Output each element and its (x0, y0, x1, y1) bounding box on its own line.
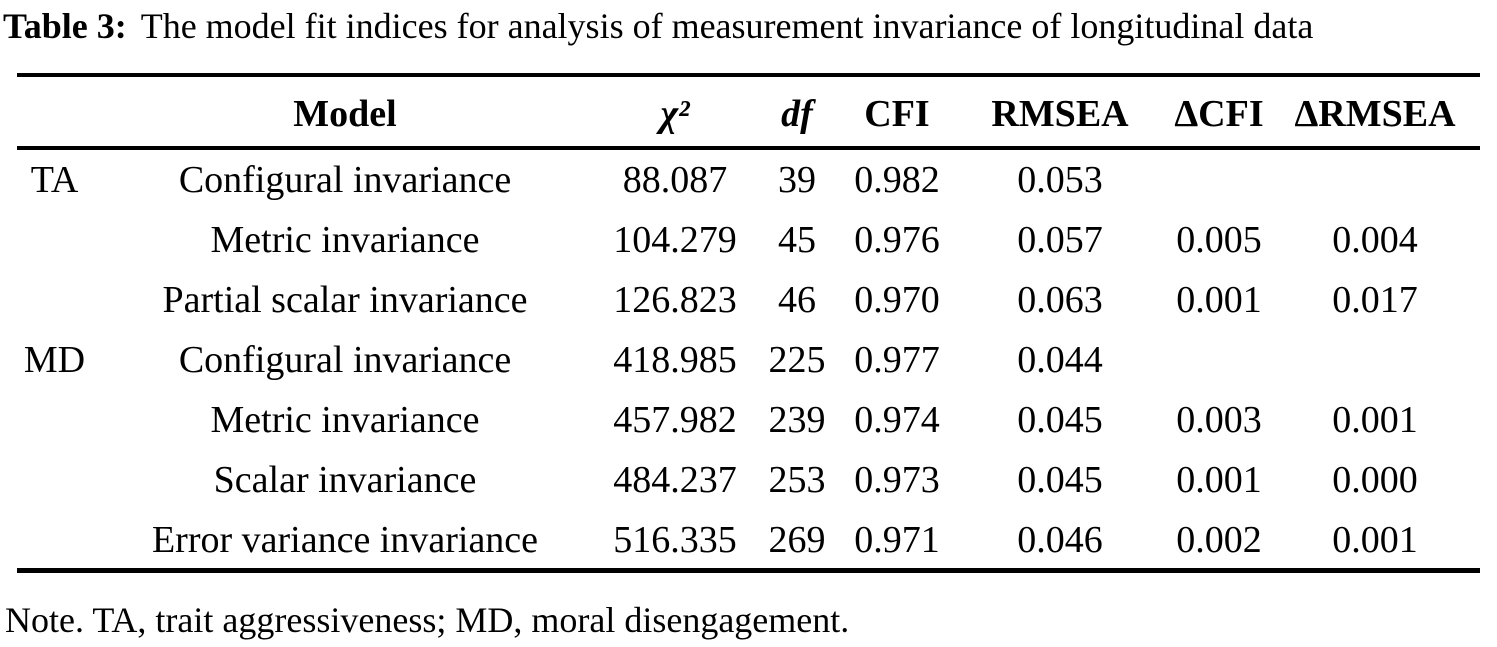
cell-model: Configural invariance (178, 159, 512, 201)
cell-dcfi: 0.001 (1176, 459, 1262, 501)
cell-cfi: 0.977 (854, 339, 940, 381)
cell-drmsea: 0.001 (1332, 519, 1418, 561)
cell-model: Configural invariance (178, 339, 512, 381)
table-header-rule (17, 146, 1480, 150)
header-model: Model (293, 92, 397, 135)
table-row: Metric invariance 104.279 45 0.976 0.057 0.00… (17, 210, 1480, 270)
header-df: df (781, 92, 813, 135)
header-chi-square: χ² (660, 92, 690, 135)
cell-group: TA (30, 159, 79, 201)
cell-df: 46 (778, 279, 816, 321)
cell-df: 225 (768, 339, 826, 381)
cell-cfi: 0.982 (854, 159, 940, 201)
cell-group (17, 210, 92, 270)
cell-dcfi (1168, 150, 1270, 210)
table-row: Error variance invariance 516.335 269 0.971… (17, 510, 1480, 570)
table-caption-number: Table 3: (3, 6, 127, 46)
cell-cfi: 0.974 (854, 399, 940, 441)
model-fit-table: Model χ² df CFI RMSEA ΔCFI ΔRMSEA TA Conf… (17, 77, 1480, 570)
cell-dcfi (1168, 330, 1270, 390)
table-row: Metric invariance 457.982 239 0.974 0.045 0.0… (17, 390, 1480, 450)
table-row: TA Configural invariance 88.087 39 0.982 0.05… (17, 150, 1480, 210)
cell-chi2: 104.279 (613, 219, 737, 261)
cell-cfi: 0.971 (854, 519, 940, 561)
cell-chi2: 88.087 (622, 159, 728, 201)
table-row: MD Configural invariance 418.985 225 0.977 0.… (17, 330, 1480, 390)
header-delta-rmsea: ΔRMSEA (1294, 92, 1456, 135)
cell-rmsea: 0.063 (1017, 279, 1103, 321)
cell-model: Error variance invariance (151, 519, 539, 561)
cell-group (17, 510, 92, 570)
cell-dcfi: 0.003 (1176, 399, 1262, 441)
table-caption-text: The model fit indices for analysis of me… (140, 6, 1314, 46)
cell-rmsea: 0.046 (1017, 519, 1103, 561)
header-group (17, 77, 92, 150)
cell-df: 45 (778, 219, 816, 261)
header-rmsea: RMSEA (991, 92, 1129, 135)
cell-drmsea (1270, 150, 1480, 210)
cell-cfi: 0.973 (854, 459, 940, 501)
cell-dcfi: 0.001 (1176, 279, 1262, 321)
cell-group: MD (23, 339, 86, 381)
cell-drmsea (1270, 330, 1480, 390)
table-caption: Table 3: The model fit indices for analys… (3, 6, 1313, 46)
cell-dcfi: 0.002 (1176, 519, 1262, 561)
table-note: Note. TA, trait aggressiveness; MD, mora… (5, 600, 850, 640)
cell-rmsea: 0.045 (1017, 399, 1103, 441)
cell-drmsea: 0.004 (1332, 219, 1418, 261)
table-row: Scalar invariance 484.237 253 0.973 0.045 0.0… (17, 450, 1480, 510)
cell-drmsea: 0.000 (1332, 459, 1418, 501)
cell-drmsea: 0.017 (1332, 279, 1418, 321)
cell-chi2: 516.335 (613, 519, 737, 561)
cell-model: Metric invariance (210, 219, 480, 261)
table-bottom-rule (17, 568, 1480, 573)
cell-df: 239 (768, 399, 826, 441)
table-row: Partial scalar invariance 126.823 46 0.970 0… (17, 270, 1480, 330)
cell-chi2: 418.985 (613, 339, 737, 381)
cell-rmsea: 0.053 (1017, 159, 1103, 201)
table-top-rule (17, 73, 1480, 77)
header-delta-cfi: ΔCFI (1174, 92, 1264, 135)
table-body: TA Configural invariance 88.087 39 0.982 0.05… (17, 150, 1480, 570)
cell-chi2: 457.982 (613, 399, 737, 441)
table-header-row: Model χ² df CFI RMSEA ΔCFI ΔRMSEA (17, 77, 1480, 150)
cell-group (17, 390, 92, 450)
cell-chi2: 126.823 (613, 279, 737, 321)
cell-group (17, 450, 92, 510)
cell-model: Scalar invariance (213, 459, 477, 501)
cell-rmsea: 0.044 (1017, 339, 1103, 381)
cell-drmsea: 0.001 (1332, 399, 1418, 441)
cell-group (17, 270, 92, 330)
cell-rmsea: 0.045 (1017, 459, 1103, 501)
cell-model: Metric invariance (210, 399, 480, 441)
header-cfi: CFI (864, 92, 930, 135)
cell-chi2: 484.237 (613, 459, 737, 501)
cell-model: Partial scalar invariance (162, 279, 528, 321)
cell-df: 269 (768, 519, 826, 561)
cell-df: 253 (768, 459, 826, 501)
cell-df: 39 (778, 159, 816, 201)
cell-cfi: 0.970 (854, 279, 940, 321)
cell-cfi: 0.976 (854, 219, 940, 261)
cell-dcfi: 0.005 (1176, 219, 1262, 261)
cell-rmsea: 0.057 (1017, 219, 1103, 261)
